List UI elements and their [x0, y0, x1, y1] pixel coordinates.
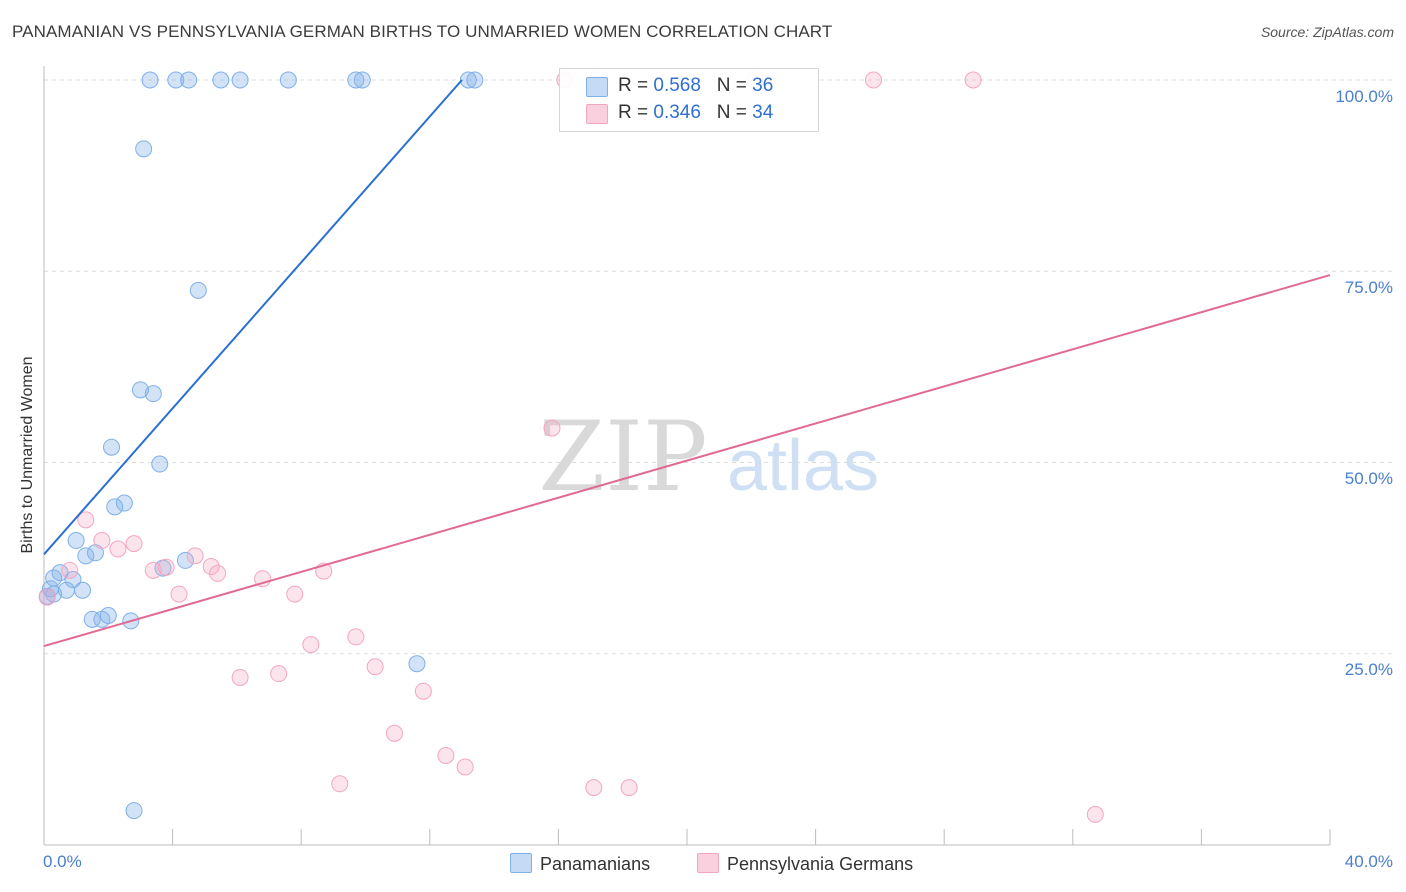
legend-box: R = 0.568 N = 36 R = 0.346 N = 34 [559, 68, 819, 132]
panamanian-point [83, 610, 101, 628]
panamanian-point [135, 140, 153, 158]
legend-r-label: R = [618, 75, 654, 96]
legend-r-value: 0.568 [653, 75, 701, 96]
legend-label-panamanians: Panamanians [540, 854, 651, 874]
pennsylvania-german-point [170, 585, 188, 603]
pennsylvania-german-point [620, 779, 638, 797]
panamanian-point [466, 71, 484, 89]
bottom-legend-panamanians: Panamanians [510, 853, 650, 875]
pennsylvania-german-point [331, 775, 349, 793]
pennsylvania-german-point [366, 658, 384, 676]
pennsylvania-german-point [1086, 805, 1104, 823]
pennsylvania-german-point [414, 682, 432, 700]
pennsylvania-german-point [77, 511, 95, 529]
legend-r-label: R = [618, 102, 654, 123]
pennsylvania-german-point [209, 564, 227, 582]
panamanian-point [353, 71, 371, 89]
pennsylvania-german-point [231, 668, 249, 686]
watermark-atlas: atlas [727, 426, 879, 506]
y-tick-label-50: 50.0% [1344, 469, 1393, 488]
legend-swatch-pink [697, 853, 719, 873]
panamanian-point [103, 438, 121, 456]
legend-swatch-pink [586, 104, 608, 124]
panamanian-point [125, 802, 143, 820]
legend-swatch-blue [510, 853, 532, 873]
legend-r-value: 0.346 [653, 102, 701, 123]
pennsylvania-german-point [456, 758, 474, 776]
panamanian-point [99, 607, 117, 624]
pennsylvania-german-point [964, 71, 982, 89]
panamanian-point [74, 581, 92, 599]
pennsylvania-german-point [93, 532, 111, 550]
panamanian-point [347, 71, 365, 89]
panamanian-point [180, 71, 198, 89]
panamanian-point [167, 71, 185, 89]
panamanian-point [77, 547, 95, 565]
pennsylvania-german-point [286, 585, 304, 603]
panamanian-point [151, 455, 169, 473]
pennsylvania-german-point [543, 419, 561, 437]
pennsylvania-german-point [347, 628, 365, 646]
panamanian-point [212, 71, 230, 89]
legend-n-value: 34 [752, 102, 774, 123]
panamanian-point [64, 571, 82, 589]
pennsylvania-german-point [61, 561, 79, 579]
panamanian-point [67, 532, 85, 550]
pennsylvania-german-point [202, 558, 220, 576]
pennsylvania-german-point [385, 724, 403, 742]
pennsylvania-german-point [864, 71, 882, 89]
legend-swatch-blue [586, 77, 608, 97]
pennsylvania-german-point [38, 588, 56, 606]
x-tick-label-max: 40.0% [1344, 852, 1393, 871]
pennsylvania-german-point [125, 535, 143, 553]
pennsylvania-german-trend-line [43, 274, 1331, 648]
panamanian-trend-line [43, 79, 463, 555]
legend-label-pennsylvania-germans: Pennsylvania Germans [727, 854, 914, 874]
y-tick-label-75: 75.0% [1344, 278, 1393, 297]
legend-n-label: N = [716, 102, 753, 123]
panamanian-point [279, 71, 297, 89]
pennsylvania-german-point [270, 665, 288, 683]
panamanian-point [144, 385, 162, 403]
pennsylvania-german-point [144, 561, 162, 579]
panamanian-point [115, 494, 133, 512]
grid-lines [44, 79, 1393, 655]
panamanian-point [408, 655, 426, 673]
legend-n-label: N = [716, 75, 753, 96]
source-label: Source: ZipAtlas.com [1260, 24, 1394, 40]
pennsylvania-german-point [186, 547, 204, 565]
y-tick-label-100: 100.0% [1335, 87, 1393, 106]
y-tick-label-25: 25.0% [1344, 660, 1393, 679]
chart-title: PANAMANIAN VS PENNSYLVANIA GERMAN BIRTHS… [12, 22, 833, 41]
panamanian-point [459, 71, 477, 89]
pennsylvania-german-point [437, 746, 455, 764]
panamanian-point [141, 71, 159, 89]
x-tick-label-min: 0.0% [43, 852, 82, 871]
panamanian-point [189, 281, 207, 299]
legend-n-value: 36 [752, 75, 774, 96]
pennsylvania-german-point [157, 558, 175, 576]
panamanian-point [106, 498, 124, 516]
panamanian-point [176, 551, 194, 569]
pennsylvania-german-point [585, 779, 603, 797]
axes [43, 66, 1331, 846]
pennsylvania-german-point [302, 636, 320, 654]
panamanian-point [131, 381, 149, 399]
pennsylvania-german-point [109, 540, 127, 558]
panamanian-point [231, 71, 249, 89]
bottom-legend-pennsylvania-germans: Pennsylvania Germans [697, 853, 913, 875]
